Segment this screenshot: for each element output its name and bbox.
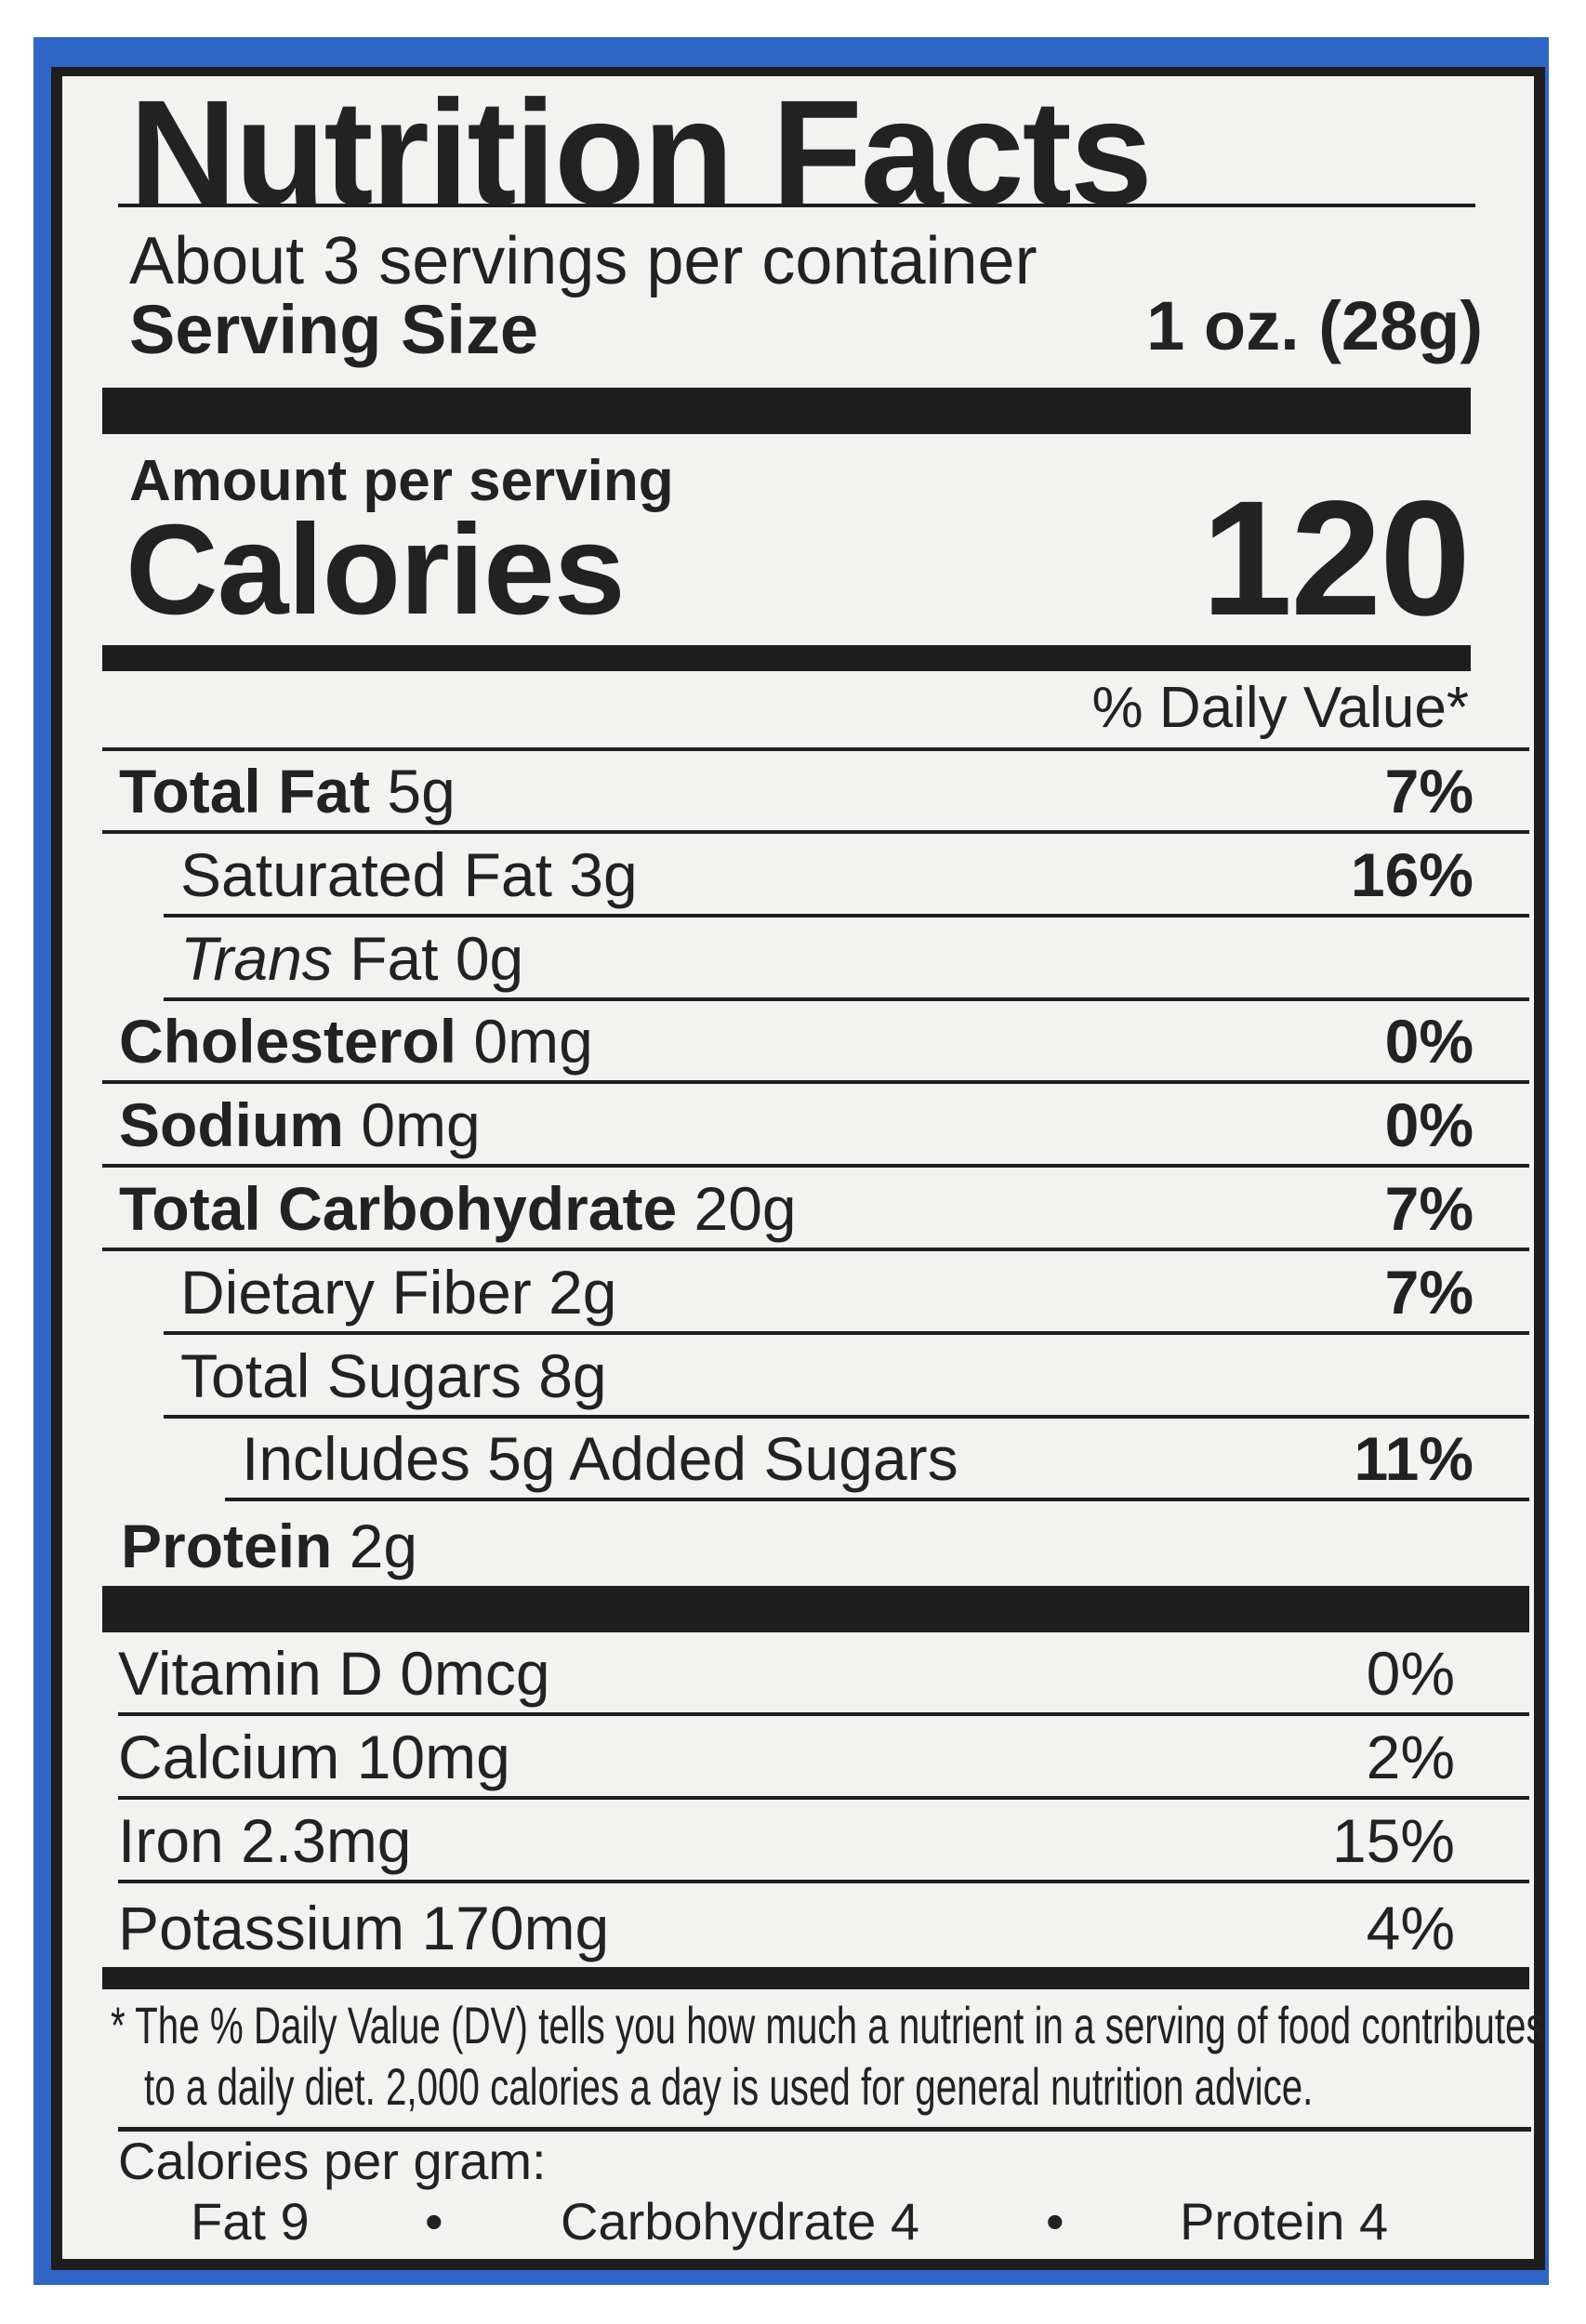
nutrient-name: Sodium 0mg xyxy=(119,1089,481,1160)
nutrient-name: Includes 5g Added Sugars xyxy=(242,1423,958,1494)
nutrient-row: Protein 2g xyxy=(102,1502,1529,1585)
vitamin-daily-value: 0% xyxy=(1366,1639,1455,1708)
daily-value-header: % Daily Value* xyxy=(1091,676,1469,740)
vitamin-daily-value: 2% xyxy=(1366,1723,1455,1791)
vitamin-daily-value: 4% xyxy=(1366,1894,1455,1962)
nutrient-row: Total Fat 5g 7% xyxy=(102,751,1529,834)
nutrient-name: Total Fat 5g xyxy=(119,756,456,826)
nutrient-name: Cholesterol 0mg xyxy=(119,1006,593,1076)
amount-per-serving: Amount per serving xyxy=(129,449,674,513)
nutrient-amount: 0mg xyxy=(456,1007,593,1076)
nutrient-amount: Includes 5g Added Sugars xyxy=(242,1424,958,1494)
vitamin-row: Iron 2.3mg 15% xyxy=(118,1800,1529,1883)
nutrient-amount: 2g xyxy=(332,1512,418,1581)
nutrient-bold: Sodium xyxy=(119,1090,344,1160)
nutrient-name: Dietary Fiber 2g xyxy=(180,1257,617,1327)
nutrient-name: Total Carbohydrate 20g xyxy=(119,1173,797,1244)
nutrient-bold: Total Fat xyxy=(119,757,371,825)
thick-divider xyxy=(102,388,1471,434)
nutrient-daily-value: 7% xyxy=(1384,1257,1474,1327)
divider xyxy=(102,747,1529,751)
nutrient-row: Trans Fat 0g xyxy=(164,918,1529,1001)
nutrient-amount: 5g xyxy=(370,757,456,825)
servings-per-container: About 3 servings per container xyxy=(129,224,1038,298)
cpg-protein: Protein 4 xyxy=(1180,2192,1389,2251)
divider xyxy=(118,2127,1531,2132)
vitamin-daily-value: 15% xyxy=(1331,1806,1455,1875)
nutrition-facts-panel: Nutrition Facts About 3 servings per con… xyxy=(51,67,1545,2270)
nutrient-amount: Total Sugars 8g xyxy=(180,1340,607,1410)
serving-size-label: Serving Size xyxy=(129,291,539,368)
vitamin-name: Potassium 170mg xyxy=(118,1894,610,1962)
nutrient-row: Sodium 0mg 0% xyxy=(102,1085,1529,1169)
thick-divider xyxy=(102,645,1471,671)
calories-per-gram-label: Calories per gram: xyxy=(118,2132,547,2190)
nutrient-bold: Protein xyxy=(121,1512,333,1581)
nutrient-daily-value: 16% xyxy=(1350,839,1474,909)
cpg-carbohydrate: Carbohydrate 4 xyxy=(561,2192,920,2251)
vitamin-row: Calcium 10mg 2% xyxy=(118,1716,1529,1800)
nutrient-amount: 20g xyxy=(677,1174,797,1243)
serving-size-value: 1 oz. (28g) xyxy=(1146,287,1483,364)
separator-dot: • xyxy=(425,2192,443,2251)
nutrient-daily-value: 0% xyxy=(1384,1007,1474,1076)
calories-label: Calories xyxy=(126,498,626,641)
nutrient-daily-value: 7% xyxy=(1384,757,1474,825)
vitamin-row: Potassium 170mg 4% xyxy=(118,1883,1529,1967)
nutrient-name: Saturated Fat 3g xyxy=(180,839,638,910)
nutrient-bold: Cholesterol xyxy=(119,1007,457,1076)
nutrient-row: Total Sugars 8g xyxy=(164,1336,1529,1419)
nutrient-daily-value: 11% xyxy=(1354,1424,1474,1494)
nutrient-amount: Fat 0g xyxy=(332,923,524,993)
vitamin-name: Calcium 10mg xyxy=(118,1723,510,1791)
nutrient-row: Saturated Fat 3g 16% xyxy=(164,835,1529,918)
vitamin-name: Iron 2.3mg xyxy=(118,1806,412,1875)
nutrient-bold: Total Carbohydrate xyxy=(119,1174,678,1243)
vitamin-name: Vitamin D 0mcg xyxy=(118,1639,550,1708)
nutrient-row: Dietary Fiber 2g 7% xyxy=(164,1252,1529,1335)
nutrient-row: Total Carbohydrate 20g 7% xyxy=(102,1169,1529,1251)
nutrient-row: Includes 5g Added Sugars 11% xyxy=(225,1419,1529,1502)
nutrient-italic: Trans xyxy=(180,923,333,993)
nutrient-row: Cholesterol 0mg 0% xyxy=(102,1001,1529,1085)
nutrient-amount: Saturated Fat 3g xyxy=(180,839,638,909)
cpg-fat: Fat 9 xyxy=(191,2192,310,2251)
nutrient-daily-value: 7% xyxy=(1384,1174,1474,1243)
vitamin-row: Vitamin D 0mcg 0% xyxy=(118,1632,1529,1716)
nutrient-name: Total Sugars 8g xyxy=(180,1340,607,1411)
nutrient-daily-value: 0% xyxy=(1384,1090,1474,1160)
separator-dot: • xyxy=(1046,2192,1064,2251)
nutrient-amount: 0mg xyxy=(344,1090,481,1160)
divider xyxy=(118,204,1475,207)
panel-title: Nutrition Facts xyxy=(129,69,1153,235)
thick-divider xyxy=(102,1967,1529,1989)
nutrient-amount: Dietary Fiber 2g xyxy=(180,1257,617,1327)
footnote-line-1: * The % Daily Value (DV) tells you how m… xyxy=(111,1996,1545,2054)
nutrient-name: Protein 2g xyxy=(121,1511,417,1581)
nutrient-name: Trans Fat 0g xyxy=(180,923,523,994)
footnote-line-2: to a daily diet. 2,000 calories a day is… xyxy=(144,2057,1314,2116)
calories-value: 120 xyxy=(1201,468,1471,650)
thick-divider xyxy=(102,1586,1529,1632)
